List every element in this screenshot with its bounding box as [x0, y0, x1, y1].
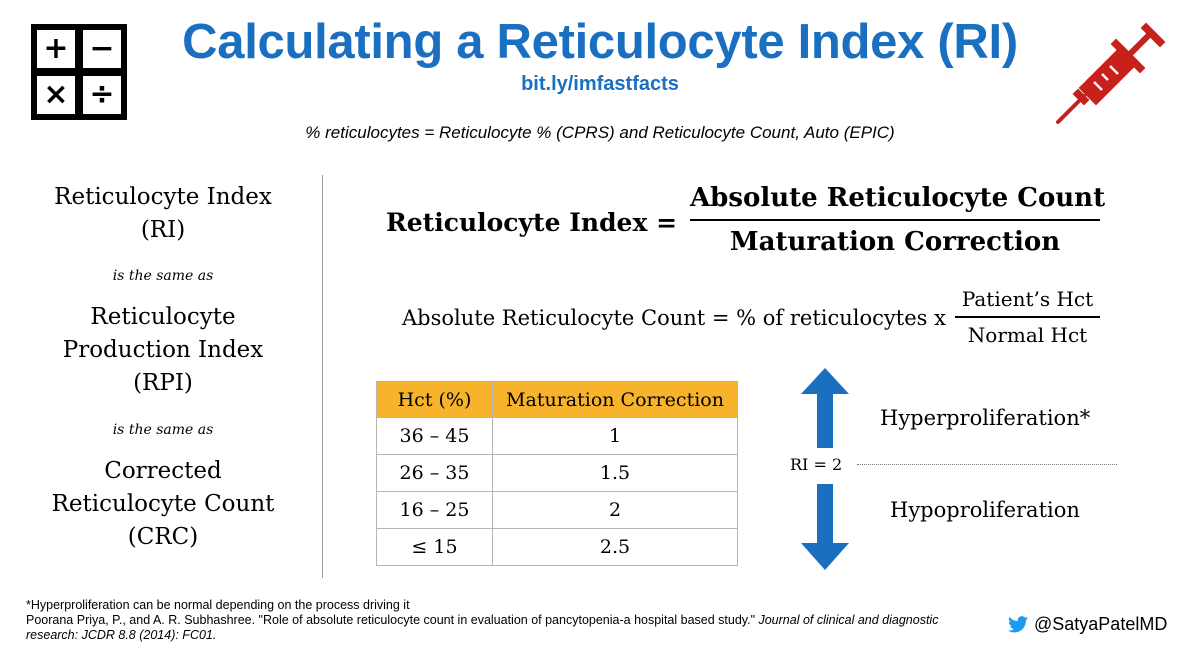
subtitle: % reticulocytes = Reticulocyte % (CPRS) … [305, 123, 895, 142]
source-link[interactable]: bit.ly/imfastfacts [521, 73, 679, 95]
plus-symbol: + [37, 30, 75, 68]
synonym-crc-line1: Corrected [104, 458, 222, 484]
header-maturation-correction: Maturation Correction [492, 381, 738, 418]
same-as-note-2: is the same as [112, 422, 214, 438]
table-row: 26 – 35 1.5 [376, 454, 738, 492]
divide-symbol: ÷ [83, 76, 121, 114]
page-title: Calculating a Reticulocyte Index (RI) [182, 15, 1018, 69]
synonym-ri: Reticulocyte Index (RI) [33, 181, 293, 247]
calculator-icon: + − × ÷ [31, 24, 127, 120]
synonym-crc: Corrected Reticulocyte Count (CRC) [33, 455, 293, 554]
cell-correction: 1 [492, 417, 738, 455]
arc-formula-lhs: Absolute Reticulocyte Count = % of retic… [402, 306, 946, 330]
cell-hct: 36 – 45 [376, 417, 493, 455]
twitter-handle[interactable]: @SatyaPatelMD [1008, 614, 1167, 635]
arc-denominator: Normal Hct [967, 322, 1088, 347]
arc-formula-fraction: Patient’s Hct Normal Hct [955, 287, 1100, 347]
twitter-bird-icon [1008, 616, 1028, 633]
interpretation-arrows [801, 368, 849, 570]
footer-notes: *Hyperproliferation can be normal depend… [26, 598, 986, 643]
citation-authors: Poorana Priya, P., and A. R. Subhashree.… [26, 613, 759, 627]
synonym-crc-line2: Reticulocyte Count [51, 491, 275, 517]
hypoproliferation-label: Hypoproliferation [890, 498, 1080, 522]
handle-text: @SatyaPatelMD [1034, 614, 1168, 634]
synonym-ri-abbr: (RI) [140, 217, 186, 243]
cell-correction: 1.5 [492, 454, 738, 492]
fraction-bar [690, 219, 1100, 221]
ri-formula-fraction: Absolute Reticulocyte Count Maturation C… [690, 183, 1106, 257]
cell-correction: 2 [492, 491, 738, 529]
synonym-rpi-line2: Production Index [62, 337, 264, 363]
arc-numerator: Patient’s Hct [961, 287, 1094, 311]
table-row: 36 – 45 1 [376, 417, 738, 455]
maturation-correction-table: Hct (%) Maturation Correction 36 – 45 1 … [376, 381, 738, 566]
synonym-ri-name: Reticulocyte Index [54, 184, 272, 210]
hyperproliferation-label: Hyperproliferation* [880, 406, 1091, 430]
synonym-rpi: Reticulocyte Production Index (RPI) [33, 301, 293, 400]
fraction-bar [955, 316, 1100, 318]
ri-denominator: Maturation Correction [729, 227, 1061, 257]
table-row: ≤ 15 2.5 [376, 528, 738, 566]
same-as-note-1: is the same as [112, 268, 214, 284]
threshold-line [857, 464, 1117, 465]
cell-hct: 16 – 25 [376, 491, 493, 529]
up-arrow-icon [801, 368, 849, 448]
footnote: *Hyperproliferation can be normal depend… [26, 598, 410, 612]
column-divider [322, 175, 323, 578]
down-arrow-icon [801, 484, 849, 570]
ri-numerator: Absolute Reticulocyte Count [690, 183, 1106, 213]
cell-correction: 2.5 [492, 528, 738, 566]
cell-hct: ≤ 15 [376, 528, 493, 566]
minus-symbol: − [83, 30, 121, 68]
synonym-rpi-line1: Reticulocyte [90, 304, 236, 330]
table-header-row: Hct (%) Maturation Correction [376, 381, 738, 418]
citation: Poorana Priya, P., and A. R. Subhashree.… [26, 613, 986, 643]
cell-hct: 26 – 35 [376, 454, 493, 492]
multiply-symbol: × [37, 76, 75, 114]
ri-formula-lhs: Reticulocyte Index = [386, 208, 678, 237]
synonym-rpi-abbr: (RPI) [133, 370, 193, 396]
header-hct: Hct (%) [376, 381, 493, 418]
table-row: 16 – 25 2 [376, 491, 738, 529]
synonym-crc-abbr: (CRC) [127, 524, 199, 550]
citation-journal: Journal of clinical and diagnostic resea… [26, 613, 939, 642]
ri-threshold-label: RI = 2 [790, 455, 843, 474]
syringe-icon [1056, 22, 1166, 124]
